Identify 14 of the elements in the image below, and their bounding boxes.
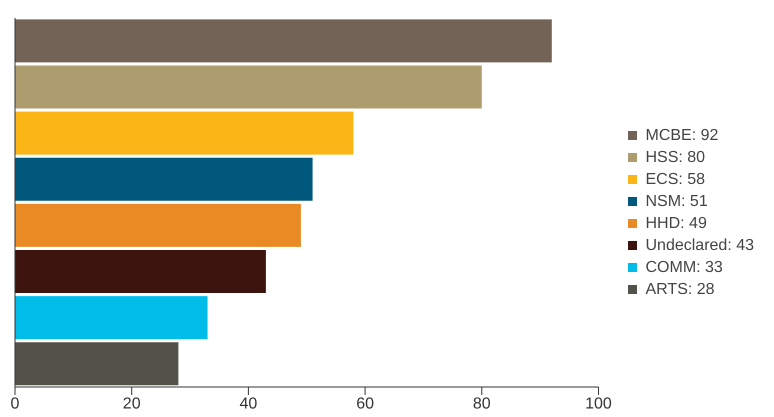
legend-label: COMM: 33 [645, 258, 723, 276]
legend-label: Undeclared: 43 [645, 236, 754, 254]
legend-label: HSS: 80 [645, 148, 706, 166]
legend-label: HHD: 49 [645, 214, 707, 232]
x-tick-label: 80 [472, 395, 491, 412]
x-tick-label: 20 [122, 395, 141, 412]
legend-label: ECS: 58 [645, 170, 706, 188]
x-tick-label: 100 [585, 395, 612, 412]
legend-label: NSM: 51 [645, 192, 708, 210]
x-tick-label: 40 [239, 395, 258, 412]
x-tick-label: 0 [10, 395, 20, 412]
x-tick-label: 60 [356, 395, 374, 412]
legend-label: MCBE: 92 [645, 126, 718, 144]
legend-label: ARTS: 28 [645, 280, 715, 298]
